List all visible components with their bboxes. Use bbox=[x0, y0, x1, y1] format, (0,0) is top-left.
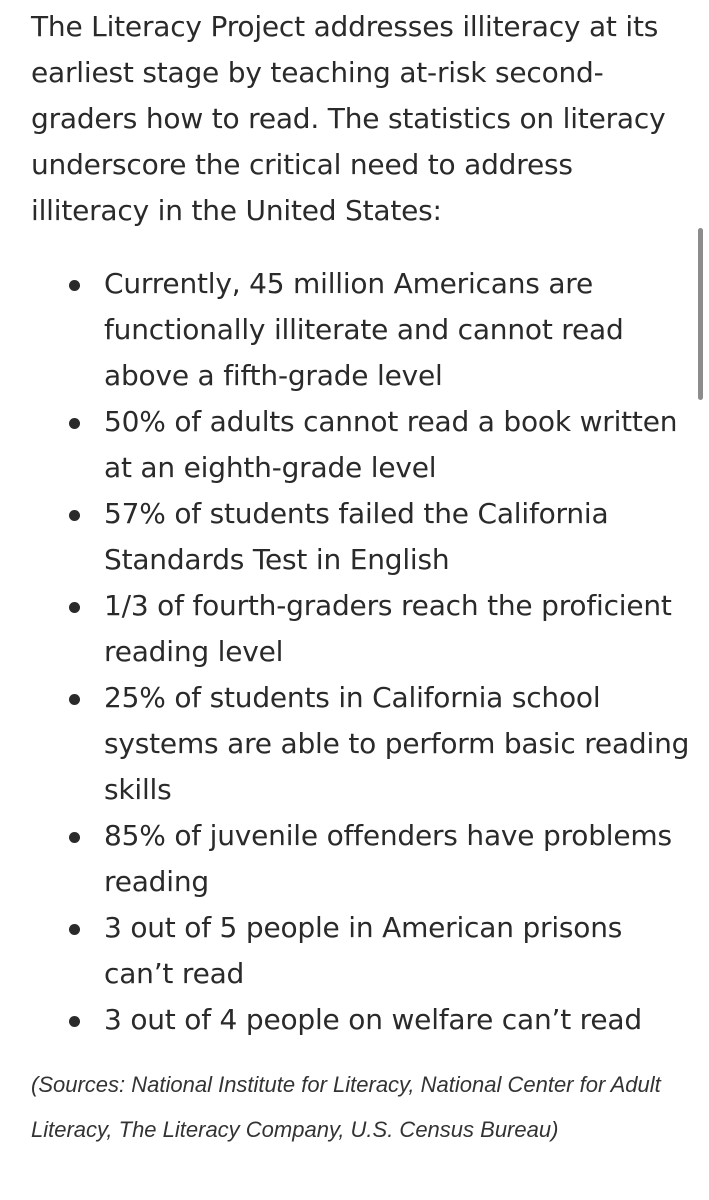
scrollbar-thumb[interactable] bbox=[698, 228, 703, 400]
bullet-icon bbox=[69, 418, 80, 429]
bullet-icon bbox=[69, 510, 80, 521]
list-item: 3 out of 4 people on welfare can’t read bbox=[0, 997, 709, 1043]
bullet-icon bbox=[69, 694, 80, 705]
statistics-list: Currently, 45 million Americans are func… bbox=[0, 261, 709, 1043]
list-item-text: 25% of students in California school sys… bbox=[104, 681, 690, 806]
list-item: 3 out of 5 people in American prisons ca… bbox=[0, 905, 709, 997]
sources-citation: (Sources: National Institute for Literac… bbox=[31, 1072, 661, 1142]
intro-paragraph: The Literacy Project addresses illiterac… bbox=[31, 10, 666, 227]
list-item-text: 1/3 of fourth-graders reach the proficie… bbox=[104, 589, 672, 668]
list-item: 50% of adults cannot read a book written… bbox=[0, 399, 709, 491]
list-item-text: 85% of juvenile offenders have problems … bbox=[104, 819, 672, 898]
list-item-text: 3 out of 4 people on welfare can’t read bbox=[104, 1003, 642, 1036]
list-item: 1/3 of fourth-graders reach the proficie… bbox=[0, 583, 709, 675]
vertical-scrollbar[interactable] bbox=[695, 0, 709, 1200]
list-item-text: Currently, 45 million Americans are func… bbox=[104, 267, 624, 392]
list-item: 57% of students failed the California St… bbox=[0, 491, 709, 583]
list-item: 25% of students in California school sys… bbox=[0, 675, 709, 813]
bullet-icon bbox=[69, 280, 80, 291]
list-item: Currently, 45 million Americans are func… bbox=[0, 261, 709, 399]
bullet-icon bbox=[69, 832, 80, 843]
list-item-text: 57% of students failed the California St… bbox=[104, 497, 609, 576]
list-item-text: 50% of adults cannot read a book written… bbox=[104, 405, 678, 484]
bullet-icon bbox=[69, 924, 80, 935]
bullet-icon bbox=[69, 602, 80, 613]
list-item: 85% of juvenile offenders have problems … bbox=[0, 813, 709, 905]
bullet-icon bbox=[69, 1016, 80, 1027]
list-item-text: 3 out of 5 people in American prisons ca… bbox=[104, 911, 623, 990]
